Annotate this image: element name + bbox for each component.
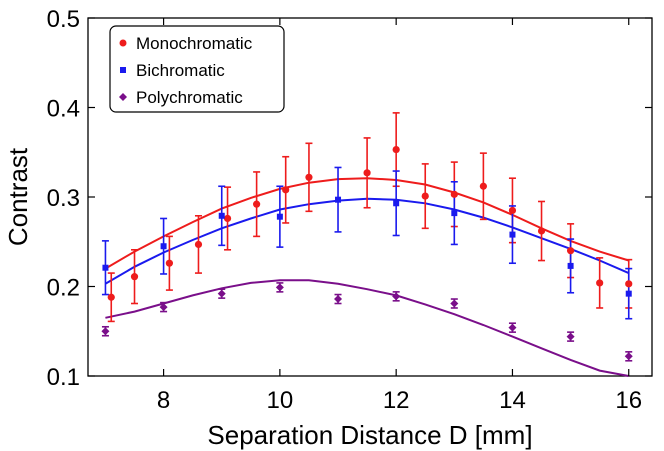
fit-line-bichromatic bbox=[104, 197, 630, 285]
x-tick-label: 12 bbox=[383, 387, 410, 414]
point-bichromatic bbox=[567, 262, 574, 269]
x-tick-label: 14 bbox=[499, 387, 526, 414]
point-bichromatic bbox=[276, 213, 283, 220]
legend-label-monochromatic: Monochromatic bbox=[136, 34, 253, 53]
point-bichromatic bbox=[218, 212, 225, 219]
point-polychromatic bbox=[508, 323, 517, 332]
point-monochromatic bbox=[479, 182, 487, 190]
point-monochromatic bbox=[392, 145, 400, 154]
point-monochromatic bbox=[253, 200, 261, 208]
point-monochromatic bbox=[165, 259, 174, 267]
point-polychromatic bbox=[217, 289, 226, 298]
point-polychromatic bbox=[392, 292, 401, 301]
point-polychromatic bbox=[624, 352, 633, 361]
legend: Monochromatic Bichromatic Polychromatic bbox=[109, 25, 285, 113]
point-monochromatic bbox=[107, 293, 115, 301]
point-monochromatic bbox=[130, 273, 139, 281]
legend-box bbox=[109, 25, 285, 113]
point-bichromatic bbox=[335, 196, 342, 203]
data-markers bbox=[101, 145, 633, 361]
legend-item-monochromatic: Monochromatic bbox=[119, 34, 253, 53]
point-monochromatic bbox=[194, 240, 203, 249]
point-polychromatic bbox=[450, 299, 459, 308]
point-monochromatic bbox=[508, 206, 517, 215]
error-bars bbox=[101, 112, 633, 362]
point-bichromatic bbox=[625, 290, 632, 297]
y-tick-label: 0.2 bbox=[47, 275, 80, 302]
point-monochromatic bbox=[305, 173, 313, 181]
legend-marker-polychromatic bbox=[119, 93, 127, 101]
point-bichromatic bbox=[160, 243, 167, 250]
point-monochromatic bbox=[596, 279, 604, 287]
point-polychromatic bbox=[101, 327, 110, 336]
x-tick-label: 8 bbox=[157, 387, 170, 414]
point-monochromatic bbox=[450, 190, 458, 198]
legend-marker-monochromatic bbox=[119, 39, 127, 47]
point-bichromatic bbox=[393, 200, 400, 207]
point-monochromatic bbox=[537, 227, 546, 235]
legend-item-polychromatic: Polychromatic bbox=[119, 88, 243, 107]
x-tick-label: 10 bbox=[267, 387, 294, 414]
legend-marker-bichromatic bbox=[120, 67, 126, 73]
y-tick-label: 0.1 bbox=[47, 364, 80, 391]
legend-label-bichromatic: Bichromatic bbox=[136, 61, 225, 80]
x-axis-label: Separation Distance D [mm] bbox=[207, 420, 532, 450]
y-tick-label: 0.4 bbox=[47, 96, 80, 123]
x-tick-label: 16 bbox=[615, 387, 642, 414]
point-monochromatic bbox=[363, 169, 371, 177]
point-bichromatic bbox=[509, 231, 516, 238]
point-bichromatic bbox=[102, 264, 109, 271]
point-polychromatic bbox=[566, 332, 575, 341]
point-monochromatic bbox=[566, 247, 575, 255]
point-monochromatic bbox=[223, 214, 232, 223]
y-tick-label: 0.3 bbox=[47, 185, 80, 212]
legend-item-bichromatic: Bichromatic bbox=[120, 61, 225, 80]
point-monochromatic bbox=[282, 186, 290, 194]
point-polychromatic bbox=[334, 295, 343, 304]
point-monochromatic bbox=[625, 280, 633, 288]
legend-label-polychromatic: Polychromatic bbox=[136, 88, 243, 107]
point-polychromatic bbox=[159, 303, 168, 312]
y-axis-label: Contrast bbox=[3, 147, 33, 246]
fit-line-polychromatic bbox=[105, 279, 629, 377]
y-tick-label: 0.5 bbox=[47, 6, 80, 33]
point-monochromatic bbox=[421, 192, 429, 200]
point-polychromatic bbox=[275, 283, 284, 292]
axis-ticks: 8 10 12 14 16 0.1 0.2 0.3 0.4 0.5 bbox=[47, 6, 652, 414]
point-bichromatic bbox=[451, 210, 458, 217]
